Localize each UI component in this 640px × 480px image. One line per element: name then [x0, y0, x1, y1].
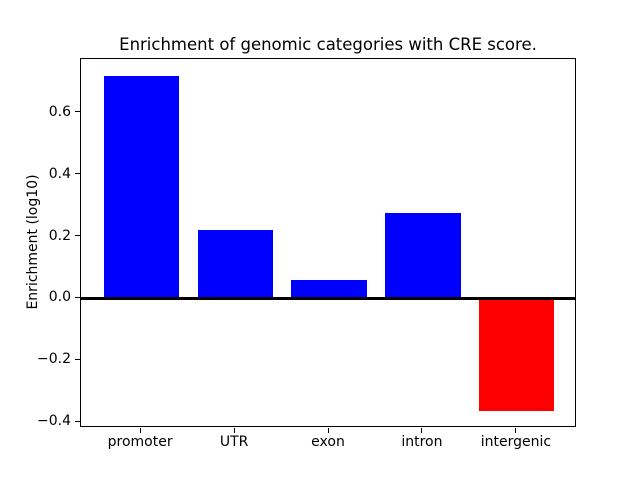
bar-UTR: [197, 230, 273, 299]
y-tick-label: 0.6: [48, 103, 71, 120]
bar-intergenic: [479, 298, 555, 412]
x-tick-label-intergenic: intergenic: [480, 434, 552, 450]
x-tick-mark: [233, 428, 235, 433]
bar-intron: [385, 213, 461, 299]
x-tick-label-intron: intron: [401, 434, 443, 450]
x-tick-label-promoter: promoter: [107, 434, 173, 450]
x-tick-label-UTR: UTR: [219, 434, 249, 450]
y-tick-label: 0.0: [48, 289, 71, 306]
y-tick-mark: [75, 235, 80, 236]
plot-area: [80, 58, 576, 427]
y-tick-label: −0.2: [37, 351, 71, 368]
x-tick-mark: [515, 428, 517, 433]
x-tick-mark: [139, 428, 141, 433]
x-tick-mark: [327, 428, 329, 433]
y-tick-mark: [75, 111, 80, 113]
y-tick-mark: [75, 296, 80, 298]
y-tick-mark: [75, 358, 80, 360]
chart-title: Enrichment of genomic categories with CR…: [119, 35, 537, 54]
y-tick-mark: [75, 420, 80, 422]
bar-promoter: [103, 75, 179, 299]
y-tick-mark: [75, 173, 80, 175]
y-tick-label: 0.4: [48, 165, 71, 182]
bar-exon: [291, 279, 367, 299]
zero-line: [81, 296, 575, 300]
x-tick-label-exon: exon: [311, 434, 345, 450]
y-tick-label: 0.2: [48, 227, 71, 244]
y-tick-label: −0.4: [37, 413, 71, 430]
x-tick-mark: [421, 428, 423, 433]
